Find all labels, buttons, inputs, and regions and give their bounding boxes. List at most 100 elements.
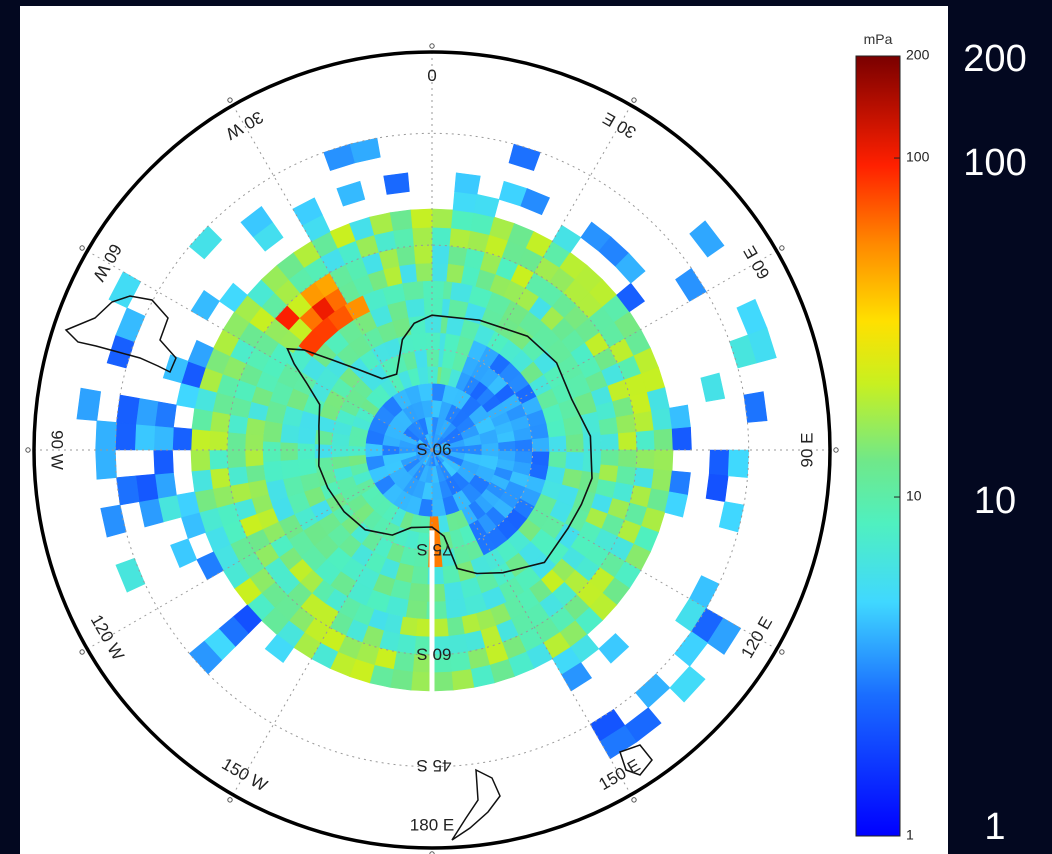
data-cell (616, 282, 646, 313)
colorbar-gradient (855, 55, 901, 837)
data-cell (396, 245, 417, 267)
data-cell (191, 407, 213, 431)
data-cell (226, 431, 246, 451)
data-cell (244, 449, 264, 467)
data-cell (470, 664, 495, 688)
colorbar-tick-label: 1 (906, 827, 914, 843)
data-cell (618, 431, 638, 451)
data-cell (227, 465, 249, 486)
latitude-label: 75 S (417, 540, 452, 559)
data-cell (244, 433, 264, 451)
meridian-tick (631, 797, 637, 803)
data-cell (705, 473, 729, 502)
meridian-label: 90 E (797, 433, 816, 468)
data-cell (153, 449, 174, 475)
data-cell (635, 673, 671, 709)
data-cell (561, 662, 593, 692)
data-cell (473, 194, 500, 218)
data-cell (349, 137, 381, 164)
data-cell (431, 244, 451, 264)
data-cell (743, 391, 768, 423)
data-cell (669, 665, 706, 703)
colorbar: mPa 200 100 10 1 (855, 31, 930, 843)
data-cell (100, 504, 127, 538)
data-cell (425, 601, 448, 620)
meridian-tick (227, 97, 233, 103)
data-cell (264, 634, 295, 664)
data-cells (76, 137, 777, 760)
meridian-line (232, 105, 433, 451)
meridian-line (431, 250, 777, 451)
data-cell (700, 372, 726, 403)
data-cell (389, 209, 413, 231)
data-cell (279, 423, 300, 444)
data-cell (689, 220, 725, 258)
data-cell (172, 427, 193, 451)
meridian-line (431, 449, 632, 795)
meridian-line (431, 105, 632, 451)
data-cell (675, 267, 707, 302)
data-cell (226, 449, 246, 469)
data-cell (747, 327, 777, 364)
data-cell (615, 465, 637, 486)
meridian-line (87, 449, 433, 650)
data-cell (314, 443, 332, 459)
data-cell (565, 452, 585, 472)
data-cell (208, 430, 229, 451)
data-cell (336, 180, 366, 207)
data-cell (412, 226, 433, 247)
data-cell (76, 387, 102, 422)
data-cell (727, 449, 750, 478)
meridian-label: 60 E (740, 243, 774, 283)
data-cell (646, 387, 670, 412)
data-cell (422, 280, 445, 299)
meridian-label: 150 E (596, 755, 644, 794)
data-cell (427, 366, 439, 384)
data-cell (190, 449, 211, 472)
data-cell (520, 188, 551, 216)
data-cell (218, 282, 248, 313)
data-cell (615, 414, 637, 435)
data-cell (451, 209, 475, 231)
data-cell (600, 433, 620, 451)
data-cell (115, 557, 146, 593)
data-cell (598, 633, 630, 664)
data-cell (108, 271, 142, 309)
data-cell (425, 332, 441, 350)
data-cell (95, 449, 117, 480)
meridian-label: 90 W (48, 430, 67, 470)
data-cell (323, 143, 356, 171)
data-cell (599, 725, 637, 760)
data-cell (452, 191, 478, 213)
map-boundary (32, 50, 832, 850)
data-cell (116, 394, 140, 425)
meridian-tick (25, 447, 31, 453)
latitude-label: 45 S (417, 756, 452, 775)
data-cell (653, 449, 674, 472)
data-cell (454, 172, 481, 195)
data-cell (292, 197, 323, 226)
data-cell (190, 428, 211, 451)
data-cell (411, 332, 428, 352)
data-cell (423, 297, 443, 316)
data-cell (262, 440, 281, 463)
data-cell (582, 431, 602, 454)
data-cell (548, 451, 568, 470)
data-cell (262, 460, 284, 483)
data-cell (431, 226, 452, 247)
data-cell (635, 430, 656, 451)
data-cell (191, 469, 213, 493)
data-cell (331, 444, 349, 458)
data-cell (389, 669, 413, 691)
meridian-label: 0 (427, 66, 436, 85)
tasmania-coastline (619, 744, 653, 776)
data-cell (188, 640, 223, 675)
data-cell (653, 428, 674, 451)
data-cell (444, 598, 468, 620)
data-cell (369, 212, 394, 236)
data-cell (227, 414, 249, 435)
south-america-coastline (64, 295, 177, 374)
data-cell (297, 457, 317, 477)
